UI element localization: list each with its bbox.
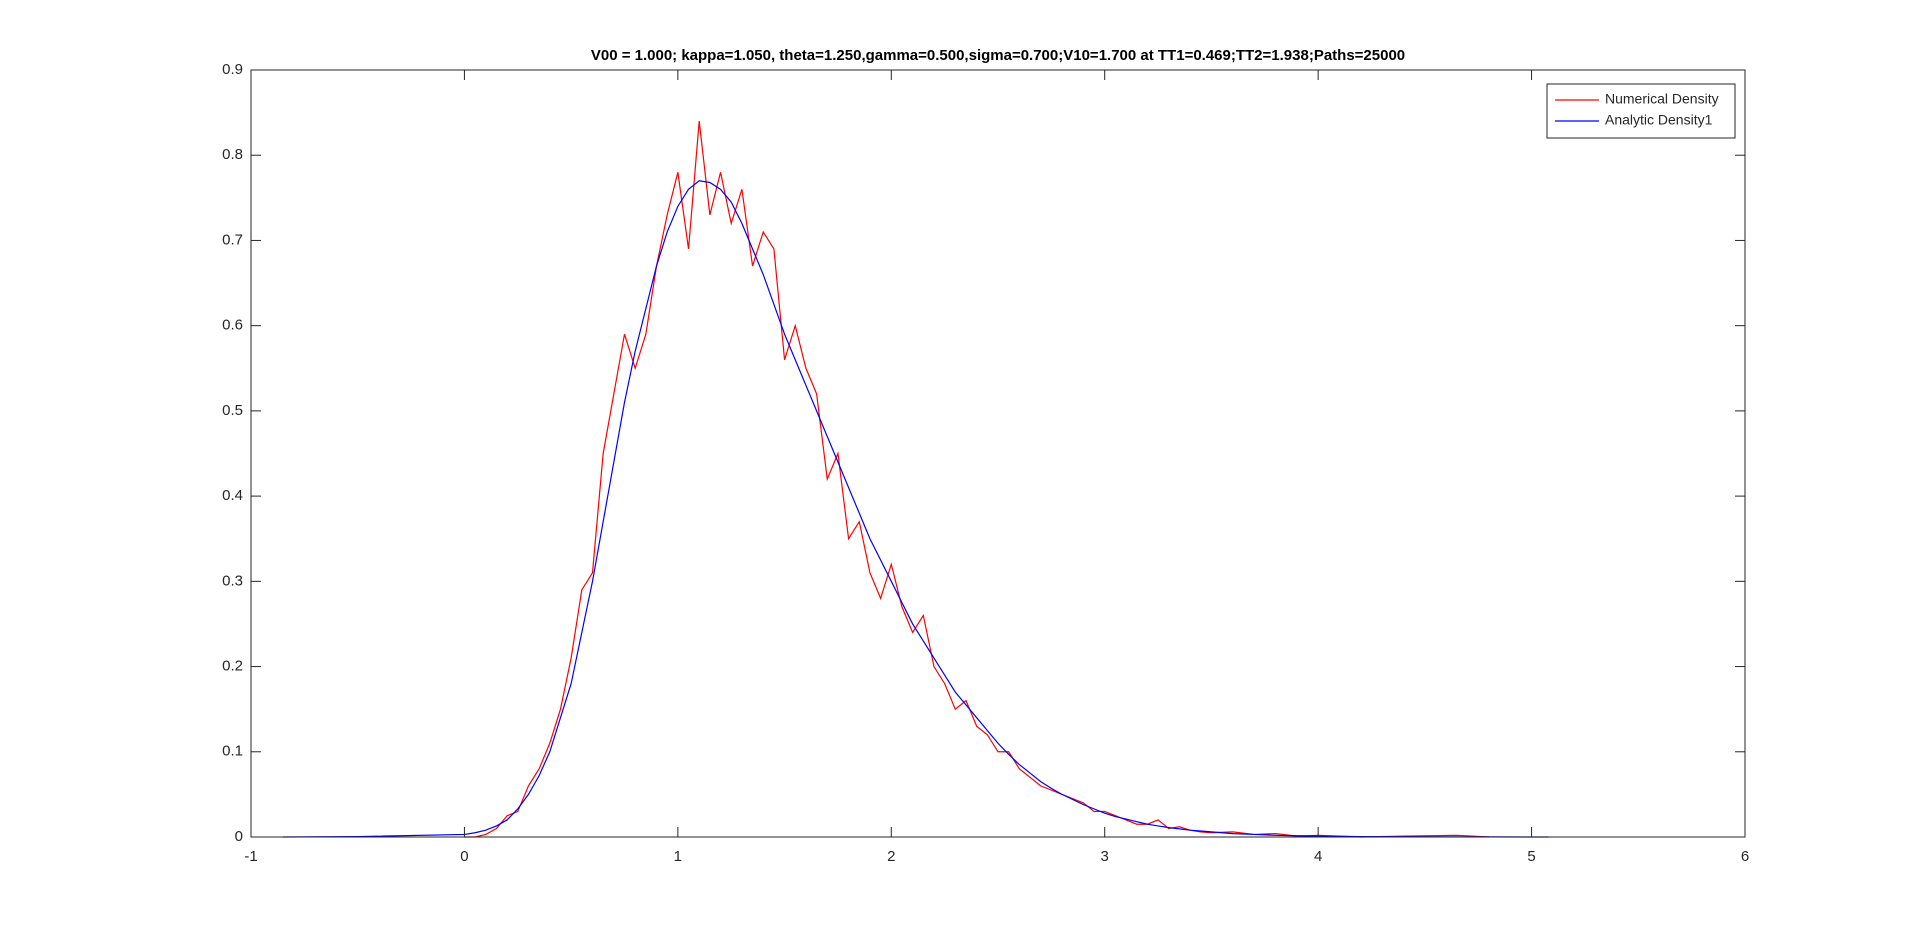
legend-box bbox=[1546, 83, 1736, 139]
legend-label: Analytic Density1 bbox=[1605, 112, 1713, 128]
y-tick-label: 0.5 bbox=[222, 402, 243, 419]
y-tick-label: 0 bbox=[235, 828, 243, 845]
x-tick-label: 5 bbox=[1527, 848, 1535, 865]
y-tick-label: 0.1 bbox=[222, 743, 243, 760]
axes-box bbox=[250, 69, 1746, 838]
legend-label: Numerical Density bbox=[1605, 91, 1719, 107]
line-series bbox=[283, 180, 1549, 838]
x-tick-label: 6 bbox=[1741, 848, 1749, 865]
y-tick-label: 0.7 bbox=[222, 231, 243, 248]
x-tick-label: 0 bbox=[460, 848, 468, 865]
y-tick-label: 0.9 bbox=[222, 61, 243, 78]
chart-title: V00 = 1.000; kappa=1.050, theta=1.250,ga… bbox=[591, 47, 1405, 64]
x-tick-label: 2 bbox=[887, 848, 895, 865]
x-tick-label: 4 bbox=[1314, 848, 1322, 865]
y-tick-label: 0.3 bbox=[222, 572, 243, 589]
y-tick-label: 0.4 bbox=[222, 487, 243, 504]
y-tick-label: 0.2 bbox=[222, 658, 243, 675]
x-tick-label: -1 bbox=[244, 848, 257, 865]
x-tick-label: 3 bbox=[1101, 848, 1109, 865]
x-tick-label: 1 bbox=[674, 848, 682, 865]
y-tick-label: 0.6 bbox=[222, 317, 243, 334]
y-tick-label: 0.8 bbox=[222, 146, 243, 163]
